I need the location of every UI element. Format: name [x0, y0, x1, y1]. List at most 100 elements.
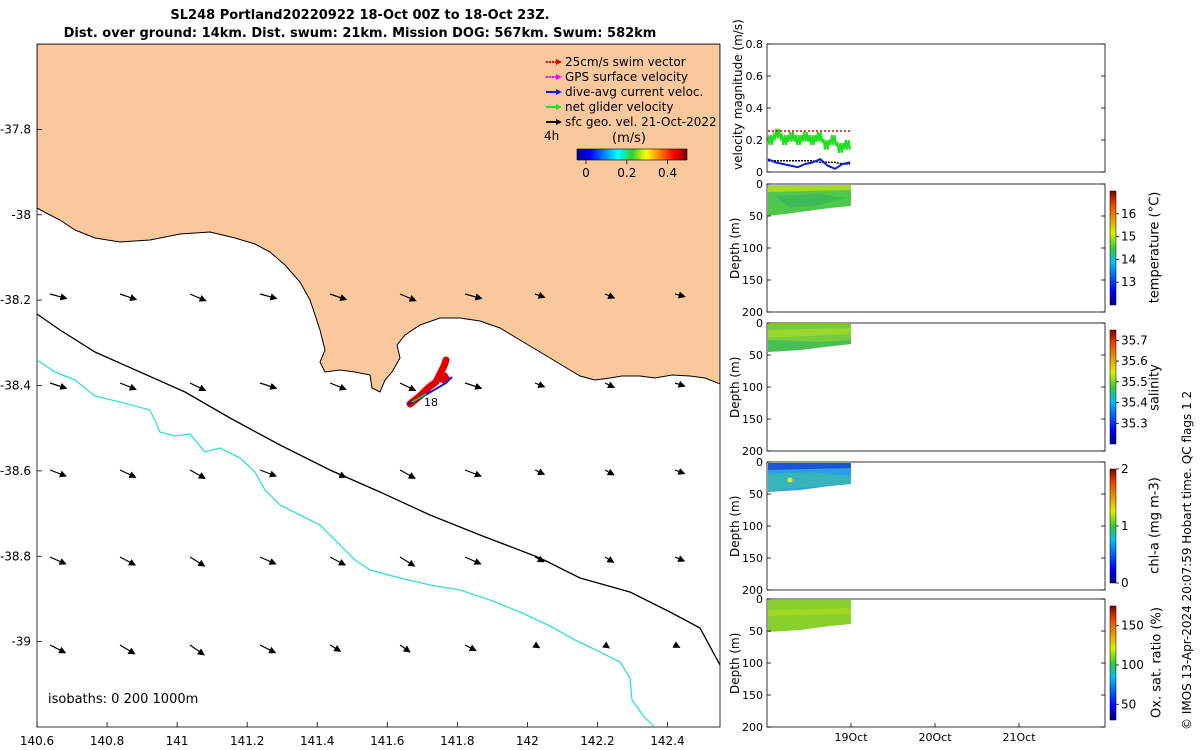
legend-label: net glider velocity: [565, 100, 673, 114]
oxygen-panel: 0 50 100 150 200 50 100 150 19Oct 20Oct 21Oct: [742, 593, 1144, 744]
colorbar-tick-label: 0: [582, 166, 590, 180]
vector-arrow: [534, 555, 545, 563]
vector-arrow: [534, 381, 546, 388]
panel-y-tick-label: 150: [742, 552, 763, 565]
vector-arrow: [672, 641, 681, 648]
vector-arrow: [189, 556, 206, 567]
vector-arrow: [464, 293, 483, 301]
cbar-tick-label: 35.3: [1121, 416, 1148, 430]
vector-arrow: [604, 468, 615, 476]
chla-cbar-label: chl-a (mg m-3): [1147, 477, 1163, 574]
panel-y-tick-label: 100: [742, 657, 763, 670]
cbar-tick-label: 35.5: [1121, 375, 1148, 389]
panel-y-tick-label: 0.2: [746, 134, 764, 147]
map-x-ticks: 140.6 140.8 141 141.2 141.4 141.6 141.8 142 142.…: [20, 722, 685, 748]
vector-arrow: [329, 382, 347, 391]
panel-y-tick-label: 0: [756, 178, 763, 191]
vector-arrow: [259, 293, 278, 301]
chla-colorbar: [1109, 468, 1117, 584]
vector-arrow: [604, 381, 616, 388]
panel-y-tick-label: 200: [742, 445, 763, 458]
map-x-tick-label: 141.4: [300, 734, 334, 748]
geostrophic-vector-field: [49, 291, 686, 656]
map-x-tick-label: 141.6: [370, 734, 404, 748]
velocity-panel: 0 0.2 0.4 0.6 0.8: [746, 38, 1106, 179]
legend-arrow-icon: [556, 89, 562, 95]
vector-arrow: [399, 293, 417, 302]
salinity-ylabel: Depth (m): [728, 356, 742, 418]
legend-label: GPS surface velocity: [565, 70, 688, 84]
vector-arrow: [119, 293, 138, 301]
vector-arrow: [604, 556, 615, 563]
vector-arrow: [399, 469, 416, 479]
panel-y-tick-label: 50: [749, 625, 763, 638]
chart-subtitle: Dist. over ground: 14km. Dist. swum: 21k…: [63, 26, 657, 41]
cbar-tick-label: 2: [1121, 462, 1129, 476]
map-x-tick-label: 140.6: [20, 734, 54, 748]
track-time-label: 18: [424, 396, 438, 409]
oxygen-ylabel: Depth (m): [728, 632, 742, 694]
vector-arrow: [189, 293, 207, 302]
vector-arrow: [259, 556, 277, 565]
panel-y-tick-label: 0: [756, 456, 763, 469]
cbar-tick-label: 150: [1121, 619, 1144, 633]
map-x-tick-label: 142: [516, 734, 539, 748]
panel-y-tick-label: 100: [742, 242, 763, 255]
vector-arrow: [534, 291, 546, 299]
cbar-tick-label: 50: [1121, 697, 1136, 711]
vector-arrow: [49, 293, 68, 301]
speed-colorbar-ticks: 0 0.2 0.4: [582, 160, 677, 180]
vector-arrow: [119, 556, 137, 566]
map-y-tick-label: -38.8: [0, 549, 31, 563]
cbar-tick-label: 100: [1121, 658, 1144, 672]
vector-arrow: [399, 382, 417, 392]
vector-arrow: [532, 641, 541, 649]
map-y-tick-label: -38.4: [0, 379, 31, 393]
cbar-tick-label: 16: [1121, 207, 1136, 221]
glider-track: 18: [406, 356, 453, 409]
dive-avg-velocity-line: [767, 158, 851, 170]
panel-y-tick-label: 150: [742, 413, 763, 426]
legend-arrow-icon: [556, 59, 562, 65]
vector-arrow: [534, 468, 546, 475]
time-tick-label: 21Oct: [1002, 731, 1036, 744]
panel-y-tick-label: 0: [756, 166, 763, 179]
vector-arrow: [674, 380, 686, 388]
chla-ylabel: Depth (m): [728, 495, 742, 557]
panel-y-tick-label: 0: [756, 317, 763, 330]
panel-y-tick-label: 0.8: [746, 38, 764, 51]
vector-arrow: [464, 382, 483, 390]
vector-arrow: [119, 469, 137, 478]
legend-label: sfc geo. vel. 21-Oct-2022: [565, 115, 717, 129]
credit-label: © IMOS 13-Apr-2024 20:07:59 Hobart time.…: [1180, 390, 1194, 730]
vector-arrow: [119, 382, 137, 391]
panel-y-tick-label: 0: [756, 593, 763, 606]
vector-arrow: [674, 291, 686, 299]
vector-arrow: [464, 556, 482, 565]
vector-arrow: [399, 644, 411, 653]
vector-arrow: [464, 644, 477, 651]
net-glider-velocity-line: [767, 128, 851, 153]
legend-arrow-icon: [556, 104, 562, 110]
chla-panel: 0 50 100 150 200 0 1 2: [742, 456, 1129, 597]
map-x-tick-label: 142.2: [580, 734, 614, 748]
vector-arrow: [189, 644, 205, 656]
legend-label: dive-avg current veloc.: [565, 85, 703, 99]
time-axis-ticks: 19Oct 20Oct 21Oct: [834, 723, 1036, 744]
panel-y-tick-label: 50: [749, 488, 763, 501]
cbar-tick-label: 14: [1121, 252, 1136, 266]
legend-arrow-icon: [556, 119, 562, 125]
vector-arrow: [259, 644, 277, 654]
cbar-tick-label: 35.4: [1121, 396, 1148, 410]
vector-arrow: [674, 468, 686, 475]
vector-arrow: [49, 469, 67, 478]
vector-arrow: [189, 469, 206, 479]
salinity-colorbar: [1109, 329, 1117, 445]
vector-arrow: [674, 555, 686, 562]
cbar-tick-label: 35.7: [1121, 333, 1148, 347]
colorbar-tick-label: 0.2: [617, 166, 636, 180]
land-mass: [37, 44, 720, 393]
legend-label: 25cm/s swim vector: [565, 55, 686, 69]
